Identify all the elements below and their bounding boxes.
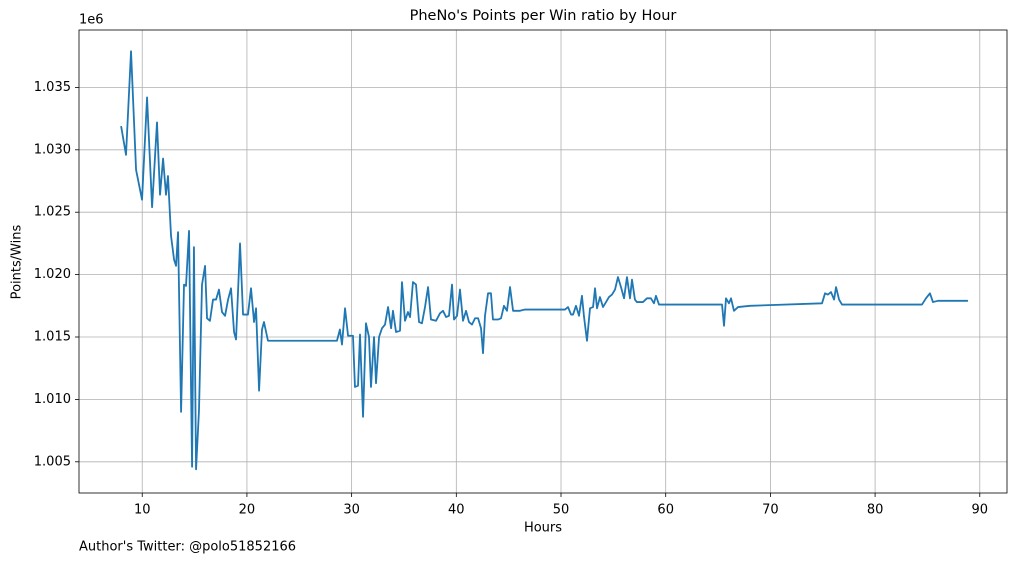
y-tick-label: 1.010 bbox=[34, 392, 71, 407]
y-tick-label: 1.005 bbox=[34, 454, 71, 469]
footer: Author's Twitter: @polo51852166 bbox=[79, 540, 296, 555]
x-tick-label: 10 bbox=[134, 503, 151, 518]
x-tick-label: 50 bbox=[553, 503, 570, 518]
x-tick-label: 40 bbox=[448, 503, 465, 518]
y-axis-label: Points/Wins bbox=[10, 224, 25, 299]
x-tick-label: 80 bbox=[867, 503, 884, 518]
x-tick-label: 30 bbox=[343, 503, 360, 518]
x-tick-label: 20 bbox=[239, 503, 256, 518]
y-offset-label: 1e6 bbox=[79, 13, 104, 28]
x-tick-label: 60 bbox=[657, 503, 674, 518]
y-tick-label: 1.020 bbox=[34, 267, 71, 282]
y-tick-label: 1.025 bbox=[34, 205, 71, 220]
y-tick-label: 1.030 bbox=[34, 142, 71, 157]
x-axis-label: Hours bbox=[524, 521, 562, 536]
data-line bbox=[120, 50, 968, 471]
y-tick-label: 1.015 bbox=[34, 330, 71, 345]
chart-title: PheNo's Points per Win ratio by Hour bbox=[410, 8, 677, 24]
x-tick-label: 90 bbox=[972, 503, 989, 518]
x-tick-label: 70 bbox=[762, 503, 779, 518]
plot-frame bbox=[78, 29, 1008, 494]
y-tick-label: 1.035 bbox=[34, 80, 71, 95]
